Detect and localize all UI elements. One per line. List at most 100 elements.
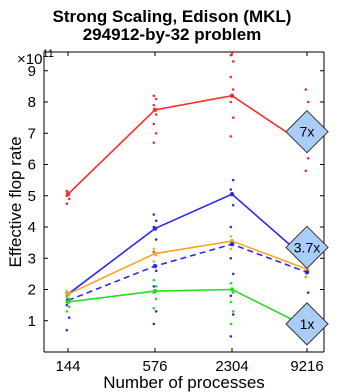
series-point: [152, 288, 158, 294]
chart-labels: 1 2 3 4 5 6 7 8 9 144 576 2304 9216 ×1011 Number of pr…: [6, 48, 329, 392]
scatter-point: [229, 75, 233, 79]
scatter-point: [306, 291, 310, 294]
y-tick-label: 4: [28, 219, 36, 236]
series-point: [304, 266, 310, 272]
scatter-point: [65, 202, 69, 205]
scatter-point: [152, 213, 156, 216]
scatter-point: [152, 247, 156, 251]
series-line: [67, 94, 308, 195]
series-point: [152, 226, 158, 231]
scatter-point: [229, 294, 233, 298]
y-tick-label: 7: [28, 125, 36, 142]
scatter-point: [65, 328, 69, 332]
scatter-point: [231, 50, 235, 54]
chart-marks: [65, 50, 310, 338]
scatter-point: [65, 310, 69, 313]
series-point: [229, 238, 235, 244]
scatter-point: [152, 260, 156, 263]
series-5: [65, 278, 310, 335]
scatter-point: [231, 310, 235, 313]
scatter-point: [306, 100, 310, 104]
scatter-point: [67, 197, 71, 201]
y-tick-label: 8: [28, 94, 36, 111]
scatter-point: [65, 189, 69, 193]
scatter-point: [231, 116, 235, 119]
scatter-point: [304, 169, 308, 173]
scatter-point: [231, 291, 235, 294]
axes: [43, 51, 325, 353]
scatter-point: [65, 289, 69, 293]
scatter-point: [154, 97, 158, 101]
y-exponent-power: 11: [42, 48, 53, 60]
annotation-label: 3.7x: [294, 239, 320, 255]
y-axis-label: Effective flop rate: [6, 136, 25, 267]
series-point: [152, 107, 158, 113]
scatter-point: [152, 306, 156, 310]
scatter-point: [154, 113, 158, 116]
scatter-point: [152, 94, 156, 98]
scatter-point: [67, 316, 71, 319]
x-tick-label: 2304: [215, 358, 248, 375]
scatter-point: [229, 247, 233, 251]
annotation-label: 7x: [300, 124, 315, 140]
series-point: [65, 299, 71, 305]
y-tick-label: 6: [28, 157, 36, 174]
series-line: [67, 193, 308, 295]
scatter-point: [229, 135, 233, 138]
annotation-diamond: [285, 302, 329, 346]
scatter-point: [152, 322, 156, 326]
scatter-point: [67, 305, 71, 308]
scatter-point: [154, 131, 158, 135]
scatter-point: [304, 275, 308, 279]
scatter-point: [229, 188, 233, 191]
x-axis-label: Number of processes: [103, 373, 265, 392]
series-point: [229, 93, 235, 98]
scatter-point: [229, 225, 233, 229]
series-point: [229, 241, 235, 247]
scatter-point: [231, 60, 235, 63]
scatter-point: [231, 272, 235, 276]
series-line: [67, 240, 308, 295]
scatter-point: [231, 88, 235, 91]
scatter-point: [154, 219, 158, 223]
scatter-point: [65, 294, 69, 298]
y-tick-label: 5: [28, 188, 36, 205]
scatter-point: [306, 156, 310, 160]
scatter-point: [154, 310, 158, 313]
scatter-point: [154, 297, 158, 301]
scatter-point: [152, 278, 156, 282]
scatter-point: [231, 203, 235, 207]
scatter-point: [231, 313, 235, 316]
scatter-point: [152, 141, 156, 144]
series-1: [65, 50, 310, 205]
y-tick-label: 2: [28, 282, 36, 299]
y-tick-label: 9: [28, 63, 36, 80]
scatter-point: [229, 53, 233, 57]
scatter-point: [229, 281, 233, 285]
scatter-point: [67, 297, 71, 301]
series-point: [152, 251, 158, 256]
y-tick-label: 3: [28, 250, 36, 267]
x-tick-label: 576: [142, 358, 167, 375]
series-3: [65, 235, 310, 299]
chart-subtitle: 294912-by-32 problem: [82, 25, 262, 44]
series-point: [229, 287, 235, 292]
scatter-point: [152, 285, 156, 288]
scatter-point: [229, 335, 233, 338]
speedup-annotation: 1x: [285, 302, 329, 346]
scatter-point: [231, 178, 235, 182]
scatter-point: [229, 322, 233, 326]
y-exponent-label: ×1011: [17, 48, 54, 68]
scatter-point: [65, 303, 69, 307]
scatter-point: [304, 88, 308, 91]
annotation-diamond: [285, 225, 329, 270]
scatter-point: [229, 235, 233, 238]
scatter-point: [152, 122, 156, 126]
chart-title: Strong Scaling, Edison (MKL): [52, 7, 292, 26]
y-tick-label: 1: [28, 313, 36, 330]
annotation-diamond: [285, 109, 329, 154]
series-2: [65, 178, 310, 338]
series-point: [229, 191, 235, 197]
series-line: [67, 243, 308, 302]
